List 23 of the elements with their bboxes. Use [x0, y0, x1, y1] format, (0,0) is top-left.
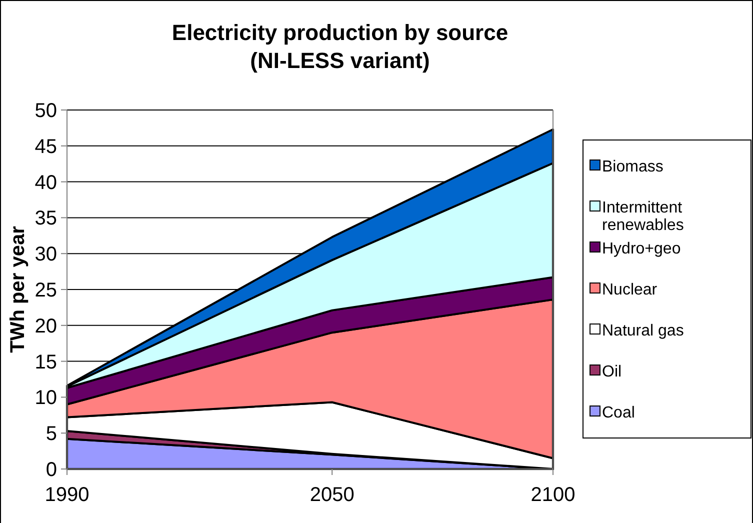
legend-label: Natural gas [602, 322, 684, 340]
legend-label: Nuclear [602, 282, 658, 299]
y-tick-label: 45 [34, 136, 57, 158]
y-tick-label: 35 [34, 208, 57, 230]
legend-label: Coal [602, 404, 635, 422]
x-tick-label: 2100 [530, 484, 576, 506]
y-tick-label: 25 [34, 280, 57, 302]
chart-title: Electricity production by source (NI-LESS variant) [172, 20, 508, 73]
y-tick-label: 30 [34, 244, 57, 266]
legend-label: Intermittent renewables [602, 200, 684, 234]
y-tick-label: 5 [46, 423, 57, 446]
y-tick-label: 20 [34, 315, 57, 338]
legend-label: Oil [602, 364, 622, 381]
x-tick-label: 2050 [310, 484, 354, 506]
y-tick-label: 0 [46, 459, 57, 481]
x-tick-label: 1990 [44, 484, 90, 506]
y-tick-label: 10 [34, 387, 57, 410]
legend-label: Biomass [602, 158, 664, 176]
y-axis-title: TWh per year [7, 226, 29, 353]
y-tick-label: 40 [34, 172, 57, 194]
y-tick-label: 50 [34, 100, 57, 122]
y-tick-label: 15 [34, 351, 57, 374]
legend-label: Hydro+geo [602, 240, 681, 258]
